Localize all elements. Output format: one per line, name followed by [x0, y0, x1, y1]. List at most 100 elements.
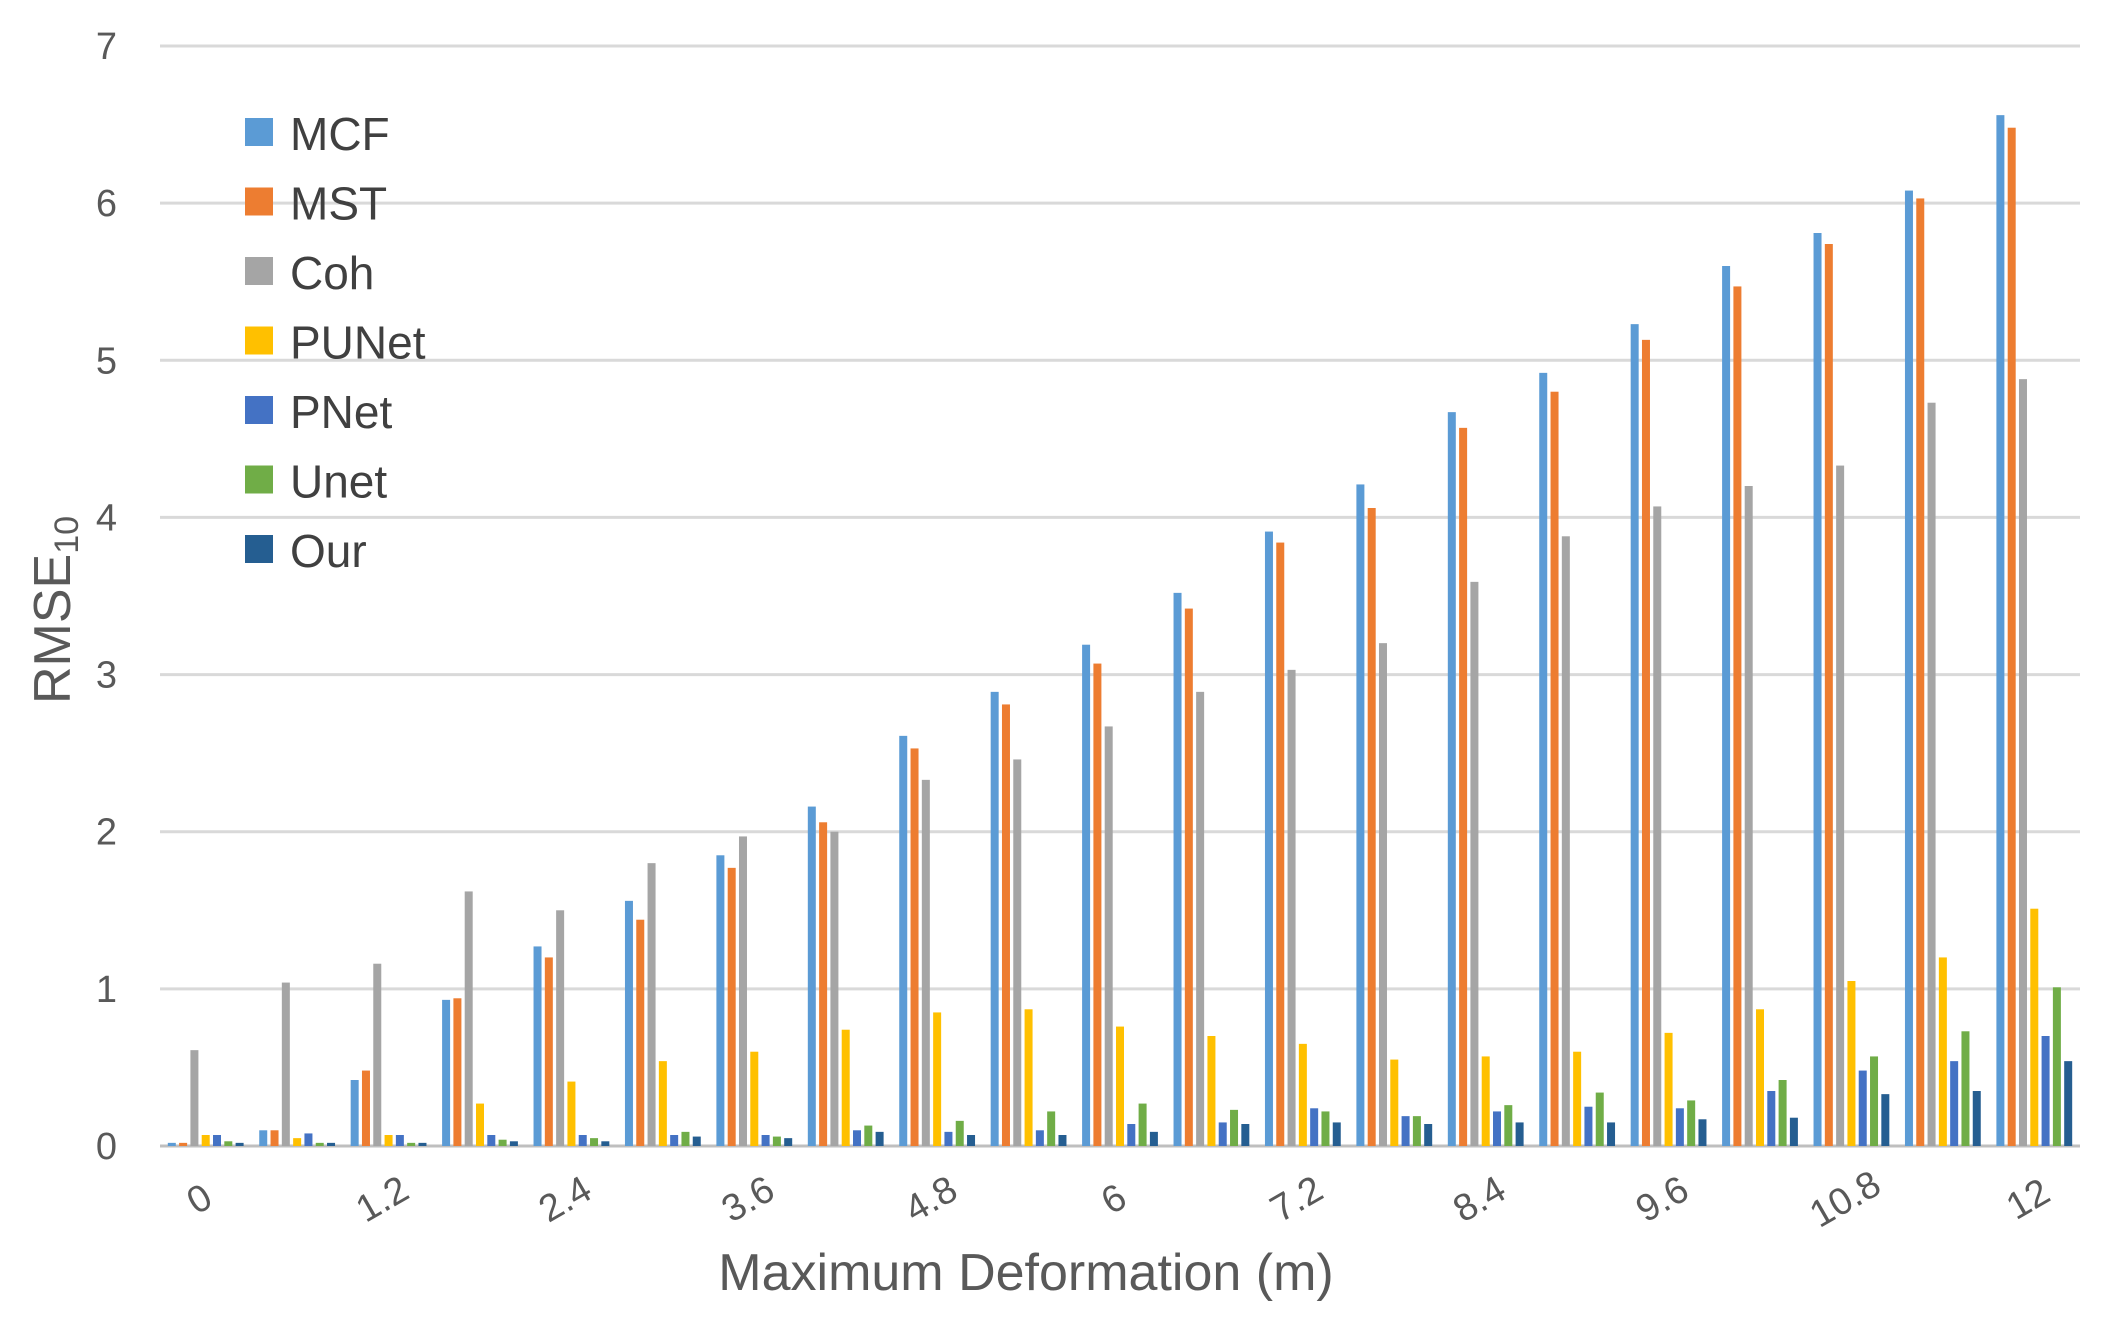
bar-our-10.8 [1881, 1094, 1890, 1146]
bar-pnet-3.6 [761, 1135, 770, 1146]
legend: MCF MST Coh PUNet PNet Unet Our [245, 108, 426, 577]
bar-punet-1.2 [384, 1135, 393, 1146]
bar-pnet-4.8 [944, 1131, 953, 1146]
y-tick-label: 1 [96, 969, 117, 1011]
bar-mcf-9 [1539, 372, 1548, 1146]
bar-pnet-1.2 [395, 1135, 404, 1146]
bar-our-10.2 [1789, 1117, 1798, 1146]
bar-pnet-7.2 [1310, 1108, 1319, 1146]
bar-mcf-12 [1996, 115, 2005, 1146]
bar-mst-10.2 [1733, 286, 1742, 1146]
bar-pnet-4.2 [853, 1130, 862, 1146]
bar-unet-2.4 [590, 1138, 599, 1146]
y-axis-title: RMSE10 [24, 516, 86, 704]
bar-punet-4.2 [841, 1029, 850, 1146]
bar-coh-5.4 [1013, 759, 1022, 1146]
bar-punet-1.8 [476, 1103, 484, 1146]
bar-pnet-6.6 [1218, 1122, 1227, 1146]
bar-unet-7.8 [1412, 1116, 1421, 1146]
bar-mst-7.2 [1276, 542, 1285, 1146]
legend-swatch [245, 396, 273, 424]
bar-mcf-10.2 [1722, 266, 1731, 1146]
bar-coh-2.4 [556, 910, 565, 1146]
bar-unet-11.4 [1961, 1031, 1970, 1146]
bar-coh-8.4 [1470, 581, 1479, 1146]
legend-item-pnet: PNet [245, 386, 392, 438]
bar-mst-3.6 [727, 867, 736, 1146]
bar-mcf-11.4 [1904, 190, 1913, 1146]
bar-mst-2.4 [544, 957, 553, 1146]
bar-pnet-6 [1127, 1124, 1136, 1146]
bar-pnet-9.6 [1675, 1108, 1684, 1146]
x-tick-label: 8.4 [1446, 1168, 1513, 1231]
bar-our-0 [235, 1142, 244, 1146]
bar-our-9.6 [1698, 1119, 1707, 1146]
x-axis-ticks: 0 1.2 2.4 3.6 4.8 6 7.2 8.4 9.6 10.8 12 [180, 1163, 2057, 1236]
bar-mcf-7.2 [1264, 531, 1273, 1146]
y-tick-label: 3 [96, 655, 117, 697]
bar-mcf-1.2 [350, 1080, 359, 1146]
y-tick-label: 5 [96, 340, 117, 382]
gridlines [160, 44, 2080, 1148]
bar-mcf-3.6 [716, 855, 725, 1146]
y-tick-label: 0 [96, 1126, 117, 1168]
series-unet [224, 987, 2061, 1146]
series-punet [201, 908, 2039, 1146]
bar-our-6.6 [1241, 1124, 1250, 1146]
legend-label: Our [290, 525, 367, 577]
bar-pnet-10.8 [1858, 1070, 1867, 1146]
bar-unet-0.6 [315, 1142, 324, 1146]
legend-item-unet: Unet [245, 456, 387, 508]
bar-our-6 [1149, 1131, 1158, 1146]
legend-swatch [245, 257, 273, 285]
bar-punet-8.4 [1481, 1056, 1490, 1146]
legend-label: PUNet [290, 317, 426, 369]
bar-pnet-9 [1584, 1106, 1593, 1146]
bar-our-4.8 [967, 1135, 976, 1146]
bar-punet-6.6 [1207, 1036, 1216, 1146]
y-axis-ticks: 0 1 2 3 4 5 6 7 [96, 26, 117, 1168]
y-axis-title-main: RMSE [24, 554, 82, 704]
legend-item-mcf: MCF [245, 108, 390, 160]
bar-mcf-2.4 [533, 946, 542, 1146]
bar-unet-9.6 [1687, 1100, 1696, 1146]
legend-label: MST [290, 178, 387, 230]
bar-punet-11.4 [1938, 957, 1947, 1146]
x-tick-label: 6 [1094, 1176, 1133, 1223]
bar-unet-5.4 [1047, 1111, 1056, 1146]
bar-our-4.2 [875, 1131, 884, 1146]
bar-punet-10.2 [1756, 1009, 1764, 1146]
legend-item-mst: MST [245, 178, 387, 230]
bar-our-7.2 [1332, 1122, 1341, 1146]
y-axis-title-subscript: 10 [48, 516, 86, 554]
bar-coh-11.4 [1927, 402, 1936, 1147]
bar-punet-6 [1116, 1026, 1124, 1146]
bar-unet-1.8 [498, 1139, 507, 1146]
bar-unet-7.2 [1321, 1111, 1330, 1146]
legend-swatch [245, 187, 273, 216]
bar-mst-7.8 [1367, 508, 1376, 1146]
bar-our-8.4 [1515, 1122, 1524, 1146]
bar-pnet-7.8 [1401, 1116, 1410, 1146]
bar-unet-6.6 [1230, 1109, 1239, 1146]
bar-punet-3.6 [750, 1051, 759, 1146]
bar-punet-0.6 [293, 1138, 302, 1146]
bar-mst-6.6 [1184, 608, 1193, 1146]
legend-label: Unet [290, 456, 387, 508]
bar-mst-0 [179, 1142, 188, 1146]
bar-mcf-4.2 [807, 806, 816, 1146]
bar-coh-7.8 [1378, 643, 1387, 1146]
bar-unet-9 [1595, 1092, 1604, 1146]
bar-mcf-6 [1082, 644, 1091, 1146]
bar-mst-8.4 [1459, 427, 1468, 1146]
bar-punet-5.4 [1024, 1009, 1033, 1146]
x-tick-label: 7.2 [1263, 1168, 1330, 1231]
legend-item-our: Our [245, 525, 367, 577]
x-tick-label: 1.2 [349, 1168, 416, 1231]
bar-mcf-7.8 [1356, 484, 1365, 1146]
bar-pnet-1.8 [487, 1135, 496, 1146]
x-tick-label: 3.6 [715, 1168, 782, 1231]
bar-coh-10.8 [1836, 465, 1845, 1146]
bar-mcf-1.8 [442, 999, 451, 1146]
